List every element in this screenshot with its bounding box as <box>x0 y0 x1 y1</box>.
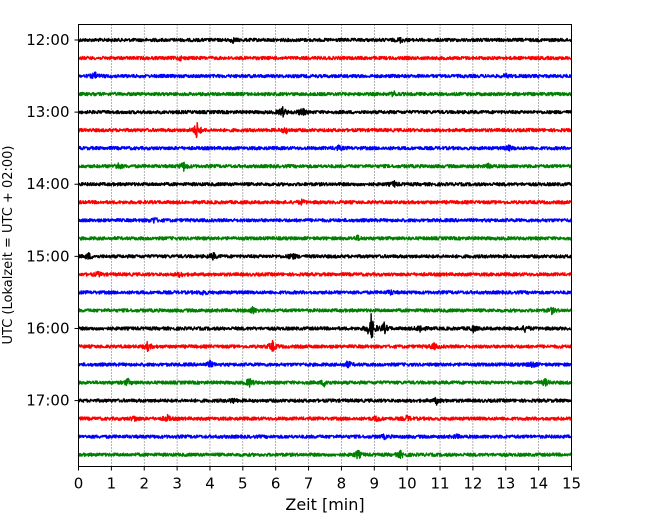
y-axis-ticks: 12:00 13:00 14:00 15:00 16:00 17:00 <box>26 31 79 410</box>
seismogram-trace <box>77 90 572 98</box>
y-tick-label: 14:00 <box>26 175 69 193</box>
trace-group <box>77 36 573 460</box>
seismogram-trace <box>77 306 573 316</box>
seismogram-trace <box>78 71 573 80</box>
x-tick-label: 15 <box>562 475 581 493</box>
seismogram-trace <box>77 433 573 441</box>
x-axis-ticks: 0 1 2 3 4 5 6 7 8 9 10 11 12 13 14 15 <box>74 466 581 493</box>
x-axis-label: Zeit [min] <box>285 495 364 514</box>
seismogram-trace <box>77 413 573 423</box>
seismogram-trace <box>77 106 573 118</box>
x-tick-label: 1 <box>107 475 117 493</box>
seismogram-trace <box>77 36 572 44</box>
x-tick-label: 10 <box>398 475 417 493</box>
x-tick-label: 13 <box>496 475 515 493</box>
x-tick-label: 7 <box>304 475 314 493</box>
seismogram-trace <box>77 359 573 369</box>
y-tick-label: 13:00 <box>26 103 69 121</box>
seismogram-trace <box>77 216 573 224</box>
x-tick-label: 12 <box>463 475 482 493</box>
x-tick-label: 4 <box>205 475 215 493</box>
y-tick-label: 15:00 <box>26 247 69 265</box>
x-tick-label: 9 <box>370 475 380 493</box>
seismogram-trace <box>77 339 573 353</box>
x-tick-label: 0 <box>74 475 84 493</box>
seismogram-trace <box>77 270 573 278</box>
y-axis-label: UTC (Lokalzeit = UTC + 02:00) <box>1 146 16 345</box>
seismogram-trace <box>77 234 573 242</box>
y-tick-label: 12:00 <box>26 31 69 49</box>
x-tick-label: 8 <box>337 475 347 493</box>
x-tick-label: 3 <box>172 475 182 493</box>
x-tick-label: 2 <box>139 475 149 493</box>
seismogram-trace <box>78 377 573 388</box>
seismogram-trace <box>77 313 572 339</box>
x-tick-label: 14 <box>529 475 548 493</box>
seismogram-trace <box>77 55 572 62</box>
y-tick-label: 17:00 <box>26 392 69 410</box>
seismogram-trace <box>77 289 573 296</box>
seismogram-trace <box>77 180 573 188</box>
seismogram-trace <box>77 251 573 261</box>
seismogram-trace <box>77 198 573 206</box>
seismogram-trace <box>77 144 573 152</box>
y-tick-label: 16:00 <box>26 319 69 337</box>
x-tick-label: 6 <box>271 475 281 493</box>
seismogram-trace <box>77 121 573 139</box>
x-tick-label: 11 <box>430 475 449 493</box>
seismogram-trace <box>77 396 573 406</box>
x-tick-label: 5 <box>238 475 248 493</box>
seismogram-trace <box>77 161 573 172</box>
seismogram-trace <box>77 449 573 460</box>
plot-frame <box>78 24 572 467</box>
